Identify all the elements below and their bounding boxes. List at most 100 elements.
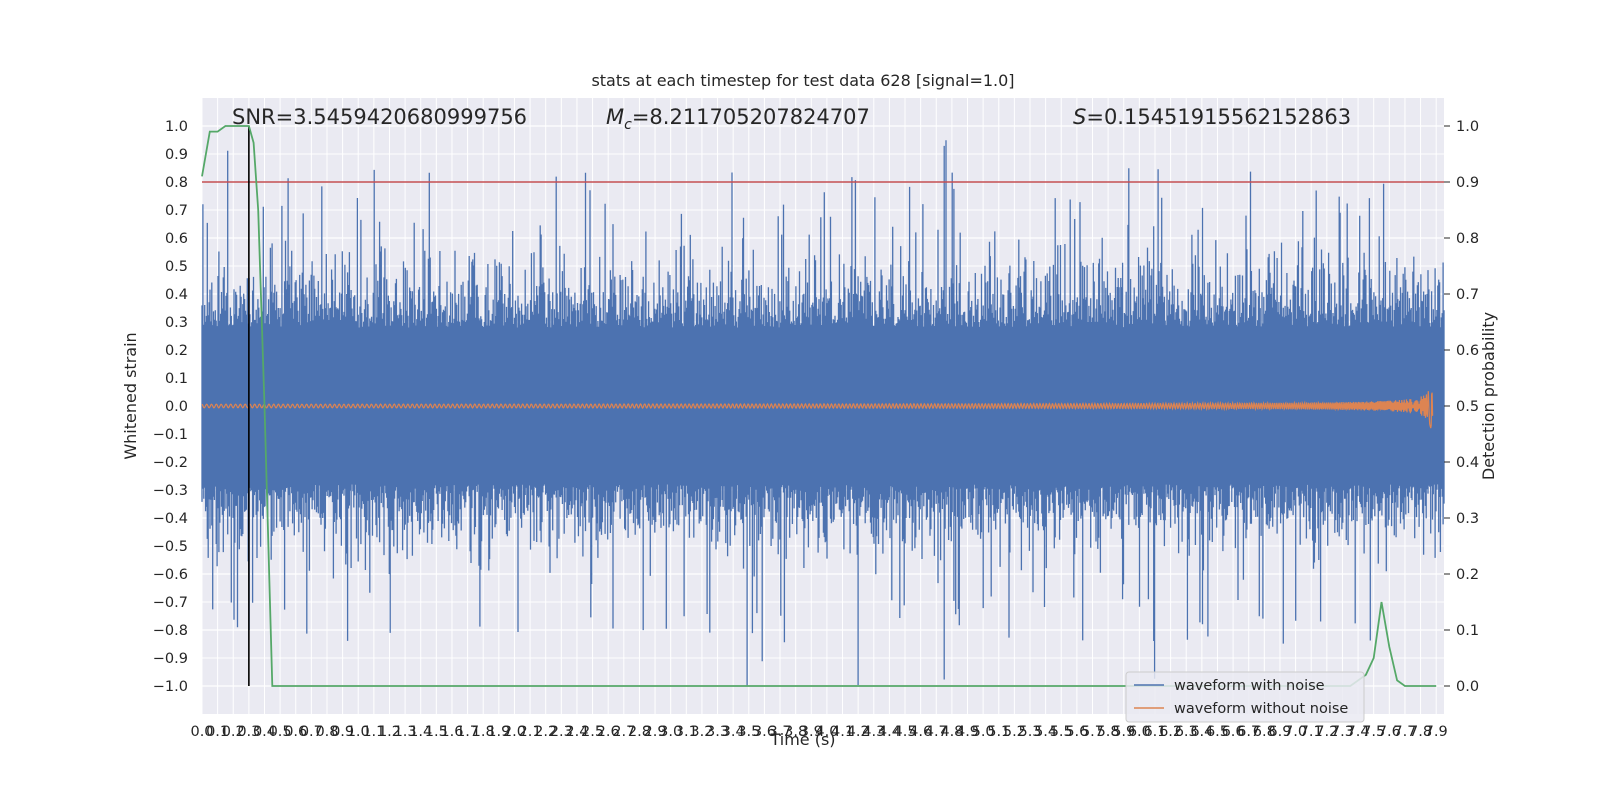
x-tick-label: 4.5 [893,724,916,740]
x-tick-label: 2.2 [534,724,557,740]
x-tick-label: 0.6 [284,724,307,740]
x-tick-label: 4.3 [862,724,885,740]
x-tick-label: 6.0 [1128,724,1151,740]
y-tick-label: −0.3 [153,483,188,499]
x-tick-label: 7.4 [1347,724,1370,740]
y-tick-label: 0.7 [165,203,188,219]
y-tick-label: 0.9 [165,147,188,163]
clean-waveform-line [201,391,1434,429]
x-tick-label: 0.2 [222,724,245,740]
x-tick-label: 4.6 [909,724,932,740]
detection-probability-line [201,125,1437,687]
s-value: =0.15451915562152863 [1086,105,1351,129]
x-tick-label: 3.4 [722,724,745,740]
y-tick-label: 0.8 [165,175,188,191]
x-tick-label: 5.2 [1003,724,1026,740]
y-tick-label: −0.9 [153,651,188,667]
chirp-mass-subscript: c [624,117,632,133]
x-tick-label: 1.8 [472,724,495,740]
x-tick-label: 6.8 [1253,724,1276,740]
x-tick-label: 4.1 [831,724,854,740]
x-tick-label: 2.1 [519,724,542,740]
x-tick-label: 7.7 [1393,724,1416,740]
x-tick-label: 2.5 [581,724,604,740]
y2-tick-label: 0.0 [1456,679,1479,695]
y-tick-label: −0.5 [153,539,188,555]
x-tick-label: 0.5 [269,724,292,740]
y2-tick-label: 0.3 [1456,511,1479,527]
x-tick-label: 4.0 [815,724,838,740]
x-tick-label: 5.3 [1018,724,1041,740]
x-tick-label: 1.3 [394,724,417,740]
legend: waveform with noise waveform without noi… [1125,671,1365,723]
y-tick-label: 1.0 [165,119,188,135]
y2-tick-label: 0.1 [1456,623,1479,639]
x-tick-label: 1.5 [425,724,448,740]
x-tick-label: 0.1 [206,724,229,740]
snr-annotation: SNR=3.5459420680999756 [232,105,527,129]
x-tick-label: 2.4 [565,724,588,740]
x-axis-label: Time (s) [769,730,835,749]
x-tick-label: 1.2 [378,724,401,740]
y-tick-label: 0.1 [165,371,188,387]
legend-label-clean: waveform without noise [1174,701,1348,717]
x-tick-label: 5.6 [1065,724,1088,740]
x-tick-label: 6.3 [1175,724,1198,740]
x-tick-label: 2.0 [503,724,526,740]
overlay-layer [201,125,1444,687]
y-tick-label: −0.1 [153,427,188,443]
x-tick-label: 4.2 [847,724,870,740]
s-symbol: S [1073,105,1086,129]
x-tick-label: 3.1 [675,724,698,740]
x-tick-label: 3.0 [659,724,682,740]
x-tick-label: 2.3 [550,724,573,740]
x-tick-label: 2.8 [628,724,651,740]
y-tick-label: −0.4 [153,511,188,527]
y2-tick-label: 0.8 [1456,231,1479,247]
y2-tick-label: 0.6 [1456,343,1479,359]
x-tick-label: 1.1 [362,724,385,740]
x-tick-label: 5.9 [1112,724,1135,740]
x-tick-label: 7.9 [1425,724,1448,740]
axis-layer: 0.00.10.20.30.40.50.60.70.80.91.01.11.21… [153,119,1479,740]
x-tick-label: 4.7 [925,724,948,740]
x-tick-label: 1.4 [409,724,432,740]
x-tick-label: 7.3 [1331,724,1354,740]
x-tick-label: 2.9 [644,724,667,740]
x-tick-label: 0.3 [237,724,260,740]
x-tick-label: 5.5 [1050,724,1073,740]
x-tick-label: 6.7 [1237,724,1260,740]
y2-tick-label: 0.9 [1456,175,1479,191]
legend-label-noisy: waveform with noise [1174,678,1325,694]
chart-title: stats at each timestep for test data 628… [591,71,1014,90]
x-tick-label: 1.0 [347,724,370,740]
x-tick-label: 7.8 [1409,724,1432,740]
x-tick-label: 6.6 [1222,724,1245,740]
x-tick-label: 7.2 [1315,724,1338,740]
clean-waveform-series [201,391,1434,429]
x-tick-label: 0.4 [253,724,276,740]
x-tick-label: 0.0 [190,724,213,740]
chirp-mass-value: =8.211705207824707 [632,105,870,129]
x-tick-label: 1.7 [456,724,479,740]
x-tick-label: 3.5 [737,724,760,740]
y-tick-label: 0.5 [165,259,188,275]
y-tick-label: 0.0 [165,399,188,415]
x-tick-label: 3.7 [769,724,792,740]
x-tick-label: 3.3 [706,724,729,740]
x-tick-label: 6.5 [1206,724,1229,740]
x-tick-label: 6.2 [1159,724,1182,740]
chirp-mass-symbol: M [606,105,624,129]
x-tick-label: 3.8 [784,724,807,740]
x-tick-label: 4.9 [956,724,979,740]
x-tick-label: 5.8 [1097,724,1120,740]
x-tick-label: 5.1 [987,724,1010,740]
x-tick-label: 6.4 [1190,724,1213,740]
y-axis-label: Whitened strain [121,332,140,459]
y2-tick-label: 0.7 [1456,287,1479,303]
x-tick-label: 5.0 [972,724,995,740]
x-tick-label: 7.1 [1300,724,1323,740]
x-tick-label: 2.6 [597,724,620,740]
